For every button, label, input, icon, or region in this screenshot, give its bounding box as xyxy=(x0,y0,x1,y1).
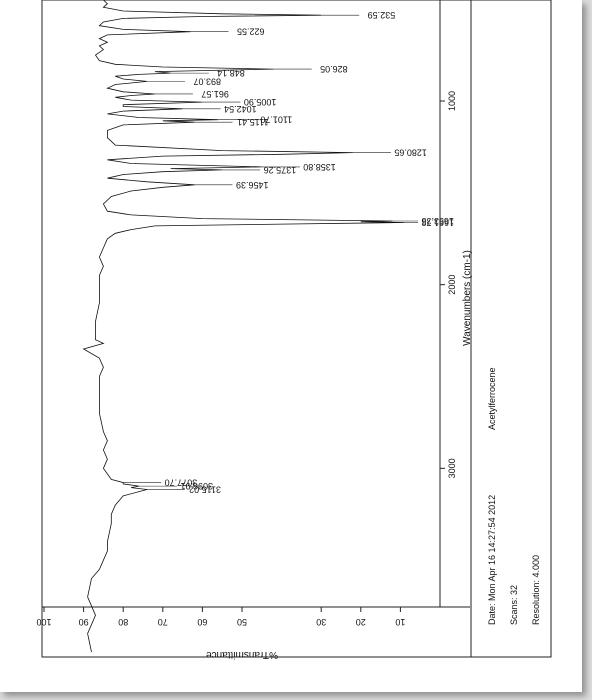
footer-sample-name: Acetylferrocene xyxy=(487,367,497,430)
peak-label: 1005.90 xyxy=(244,97,277,107)
wavenumber-tick-label: 2000 xyxy=(447,275,457,295)
peak-label: 1358.80 xyxy=(303,162,336,172)
wavenumber-tick-label: 1000 xyxy=(447,91,457,111)
transmittance-ticks: 100 90 80 70 60 50 30 20 10 xyxy=(36,607,405,627)
transmittance-tick-label: 80 xyxy=(118,617,128,627)
x-axis-title: Wavenumbers (cm-1) xyxy=(462,250,473,346)
transmittance-tick-label: 100 xyxy=(36,617,51,627)
transmittance-tick-label: 70 xyxy=(158,617,168,627)
peak-label: 3077.70 xyxy=(165,478,198,488)
footer-resolution: Resolution: 4.000 xyxy=(531,555,541,625)
peak-label: 848.14 xyxy=(217,68,245,78)
transmittance-tick-label: 30 xyxy=(316,617,326,627)
footer-date: Date: Mon Apr 16 14:27:54 2012 xyxy=(487,495,497,625)
transmittance-tick-label: 10 xyxy=(395,617,405,627)
peak-label: 1661.73 xyxy=(421,218,454,228)
peak-label: 3096.91 xyxy=(180,481,213,491)
transmittance-tick-label: 60 xyxy=(197,617,207,627)
peak-label: 1280.65 xyxy=(394,148,427,158)
y-axis-title: %Transmittance xyxy=(206,649,278,660)
peak-label: 826.05 xyxy=(320,64,348,74)
peak-label: 1042.54 xyxy=(224,104,257,114)
peak-label: 532.59 xyxy=(368,10,396,20)
transmittance-tick-label: 90 xyxy=(79,617,89,627)
transmittance-tick-label: 20 xyxy=(356,617,366,627)
footer-box xyxy=(470,0,552,658)
transmittance-tick-label: 50 xyxy=(237,617,247,627)
spectrum-line xyxy=(82,0,405,653)
spectrum-sheet: 100 90 80 70 60 50 30 20 10 1000 2000 3000 3115.02… xyxy=(0,0,582,692)
footer-scans: Scans: 32 xyxy=(509,585,519,625)
peak-label: 1653.35 xyxy=(421,216,454,226)
wavenumber-tick-label: 3000 xyxy=(447,458,457,478)
peak-label: 1375.26 xyxy=(264,165,297,175)
peak-label: 1101.70 xyxy=(260,115,292,125)
wavenumber-ticks: 1000 2000 3000 xyxy=(440,91,457,478)
ir-spectrum-chart: 100 90 80 70 60 50 30 20 10 1000 2000 3000 3115.02… xyxy=(36,0,552,660)
peak-label: 893.07 xyxy=(193,76,221,86)
peak-label: 1456.39 xyxy=(236,180,269,190)
peak-label: 961.57 xyxy=(201,89,229,99)
peak-label: 622.55 xyxy=(237,27,265,37)
peak-label: 1115.41 xyxy=(237,117,268,127)
peak-label: 3115.02 xyxy=(189,484,221,494)
